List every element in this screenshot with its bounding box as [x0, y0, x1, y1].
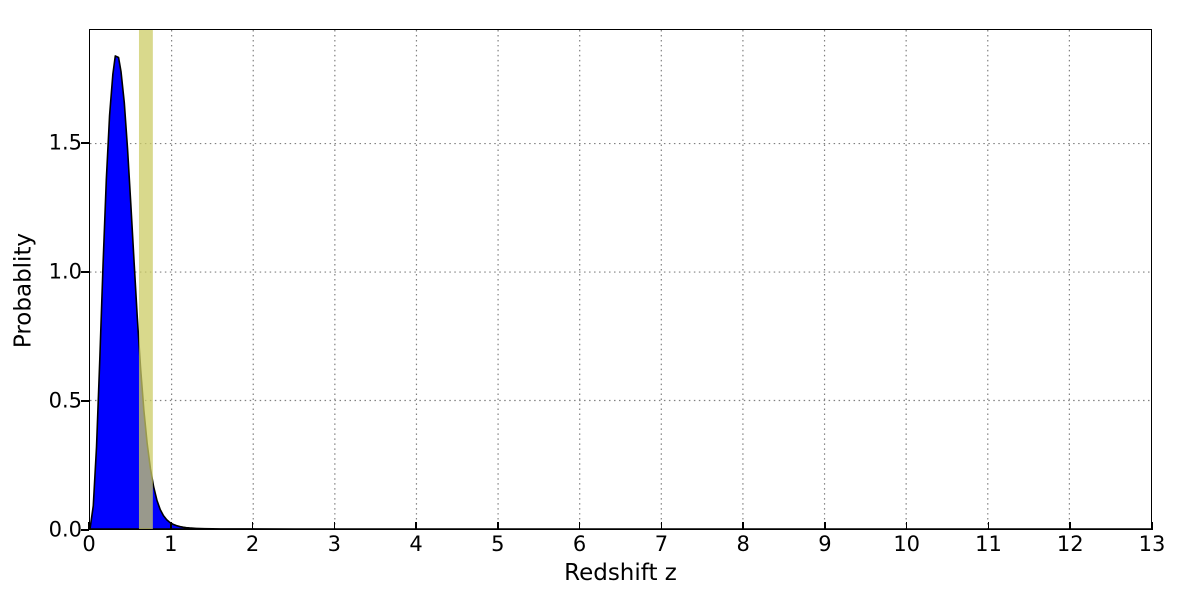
gridlines-svg — [90, 30, 1151, 529]
gridlines — [90, 30, 1151, 529]
x-tick-mark — [497, 522, 499, 530]
x-tick-mark — [660, 522, 663, 530]
y-tick-label: 1.5 — [48, 130, 82, 155]
x-tick-mark — [251, 522, 254, 530]
x-tick-label: 9 — [818, 532, 832, 556]
y-tick-label: 0.5 — [48, 388, 82, 413]
x-tick-label: 6 — [572, 532, 587, 556]
y-axis-label: Probablity — [10, 232, 37, 349]
x-tick-mark — [742, 522, 744, 530]
x-tick-mark — [1151, 522, 1153, 530]
x-tick-label: 7 — [654, 532, 669, 556]
x-tick-mark — [824, 522, 826, 530]
x-tick-label: 12 — [1056, 532, 1084, 556]
y-tick-label: 0.0 — [48, 517, 82, 542]
y-tick-mark — [81, 400, 89, 402]
pdf-curve — [90, 30, 1151, 529]
x-tick-label: 5 — [491, 532, 505, 556]
spec-z-band-rect — [138, 30, 153, 529]
x-tick-mark — [905, 522, 908, 530]
x-tick-label: 1 — [164, 532, 178, 556]
x-tick-label: 0 — [82, 532, 96, 556]
x-tick-mark — [987, 522, 990, 530]
pdf-curve-svg — [90, 30, 1151, 529]
x-tick-label: 10 — [893, 532, 921, 556]
x-tick-mark — [1069, 522, 1072, 530]
x-tick-label: 2 — [245, 532, 260, 556]
y-tick-mark — [81, 142, 89, 144]
x-tick-mark — [88, 522, 90, 530]
y-tick-label: 1.0 — [48, 259, 82, 284]
spec-z-band-svg — [138, 30, 153, 529]
x-tick-label: 8 — [736, 532, 750, 556]
x-tick-mark — [415, 522, 417, 530]
x-tick-mark — [169, 522, 172, 530]
y-tick-mark — [81, 271, 89, 273]
spec-z-band — [90, 30, 1151, 529]
x-tick-label: 13 — [1138, 532, 1166, 556]
x-tick-label: 3 — [327, 532, 341, 556]
plot-area — [89, 29, 1152, 530]
x-tick-label: 11 — [975, 532, 1002, 556]
x-axis-label: Redshift z — [564, 560, 677, 586]
y-tick-mark — [81, 529, 89, 531]
x-tick-label: 4 — [409, 532, 423, 556]
pdf-fill-path — [90, 56, 1151, 529]
x-tick-mark — [333, 522, 336, 530]
x-tick-mark — [578, 522, 581, 530]
